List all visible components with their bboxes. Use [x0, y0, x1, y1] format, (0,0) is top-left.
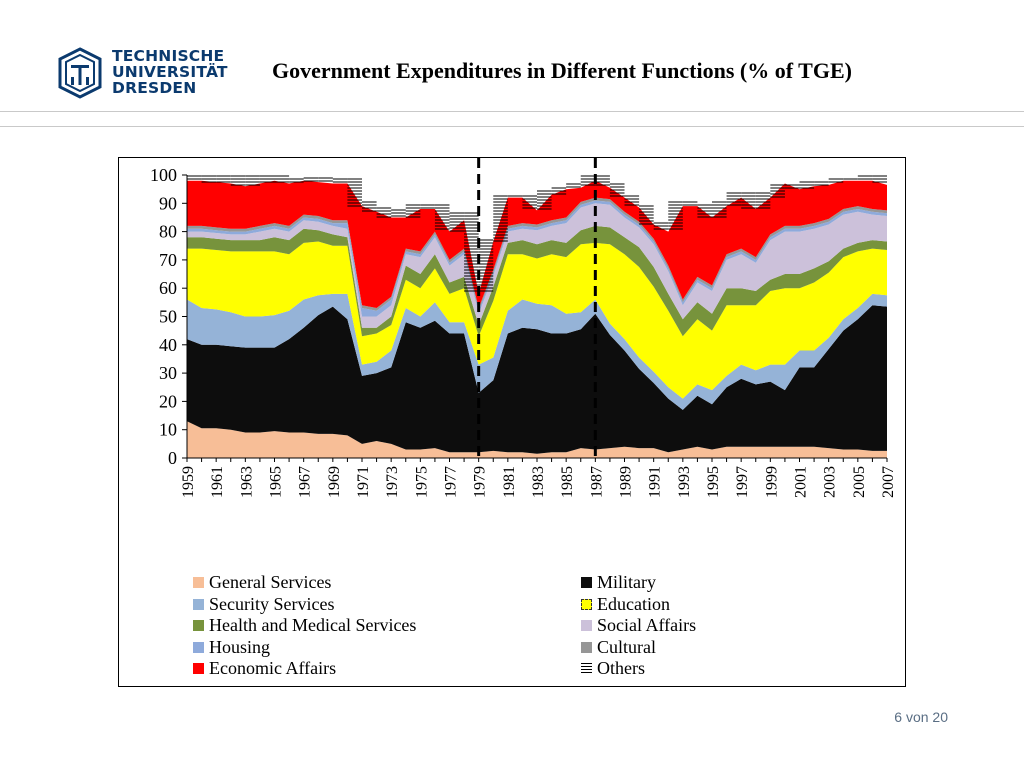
x-tick-label: 1987: [588, 466, 605, 498]
series-area-security-services: [187, 293, 887, 410]
y-tick-label: 80: [159, 222, 177, 242]
x-tick-label: 2003: [822, 466, 839, 498]
series-area-military: [187, 305, 887, 454]
x-tick-label: 1993: [676, 466, 693, 498]
x-tick-label: 1985: [559, 466, 576, 498]
legend-swatch: [193, 577, 204, 588]
x-tick-label: 1989: [618, 466, 635, 498]
legend-label: Security Services: [209, 593, 335, 614]
x-tick-label: 1983: [530, 466, 547, 498]
chart-frame: 0 10 20 30 40 50 60 70 80 90 100 1959 1961 1963 1965 19…: [118, 157, 906, 687]
legend-swatch: [581, 598, 592, 610]
x-tick-label: 1965: [268, 466, 285, 498]
x-tick-label: 2007: [880, 466, 897, 498]
series-area-general-services: [187, 421, 887, 458]
series-area-economic-affairs: [187, 180, 887, 308]
header-divider-top: [0, 111, 1024, 112]
slide-title: Government Expenditures in Different Fun…: [272, 58, 852, 83]
logo-line-3: DRESDEN: [112, 79, 197, 97]
legend-swatch: [581, 641, 592, 653]
legend-label: Military: [597, 572, 656, 592]
x-tick-label: 1969: [326, 466, 343, 498]
legend-swatch: [193, 663, 204, 674]
page-number: 6 von 20: [894, 709, 948, 725]
legend-label: Health and Medical Services: [209, 615, 417, 635]
series-area-education: [187, 241, 887, 399]
x-tick-label: 1961: [209, 466, 226, 498]
legend-swatch: [193, 620, 204, 631]
x-tick-label: 1963: [238, 466, 255, 498]
y-tick-label: 30: [159, 363, 177, 383]
stacked-area-chart: 0 10 20 30 40 50 60 70 80 90 100 1959 1961 1963 1965 19…: [150, 158, 897, 498]
x-tick-label: 1991: [647, 466, 664, 498]
x-tick-label: 1979: [472, 466, 489, 498]
x-tick-label: 1999: [763, 466, 780, 498]
x-tick-label: 1977: [443, 466, 460, 498]
logo-wordmark: TECHNISCHE UNIVERSITÄT DRESDEN: [112, 48, 228, 96]
legend-label: Education: [597, 593, 670, 614]
legend-label: Others: [597, 658, 645, 678]
x-tick-label: 1975: [413, 466, 430, 498]
y-tick-label: 70: [159, 250, 177, 270]
legend-swatch: [581, 620, 592, 631]
series-area-cultural: [187, 197, 887, 311]
y-tick-label: 20: [159, 391, 177, 411]
x-tick-label: 1995: [705, 466, 722, 498]
logo-line-1: TECHNISCHE: [112, 47, 225, 65]
logo-line-2: UNIVERSITÄT: [112, 63, 228, 81]
x-tick-label: 1997: [734, 466, 751, 498]
legend-label: Housing: [209, 636, 271, 657]
y-tick-label: 50: [159, 307, 177, 327]
series-area-health-and-medical-services: [187, 225, 887, 337]
legend-label: Cultural: [597, 636, 656, 657]
x-tick-label: 1981: [501, 466, 518, 498]
x-tick-label: 1973: [384, 466, 401, 498]
legend-label: General Services: [209, 572, 332, 592]
y-tick-label: 0: [168, 448, 177, 468]
y-tick-label: 60: [159, 278, 177, 298]
tu-dresden-logo: TECHNISCHE UNIVERSITÄT DRESDEN: [56, 47, 228, 99]
series-area-social-affairs: [187, 203, 887, 328]
legend-label: Social Affairs: [597, 615, 697, 635]
legend-label: Economic Affairs: [209, 658, 337, 678]
header-divider-bottom: [0, 126, 1024, 127]
y-tick-label: 90: [159, 193, 177, 213]
y-tick-label: 100: [150, 165, 177, 185]
x-tick-label: 1967: [297, 466, 314, 498]
legend-swatch: [581, 577, 592, 588]
legend-swatch: [193, 641, 204, 653]
x-tick-label: 1959: [180, 466, 197, 498]
y-tick-label: 40: [159, 335, 177, 355]
x-tick-label: 2001: [793, 466, 810, 498]
university-emblem-icon: [58, 47, 102, 99]
x-tick-label: 1971: [355, 466, 372, 498]
legend-swatch: [193, 598, 204, 610]
legend-swatch: [581, 663, 592, 674]
y-tick-label: 10: [159, 420, 177, 440]
x-tick-label: 2005: [851, 466, 868, 498]
